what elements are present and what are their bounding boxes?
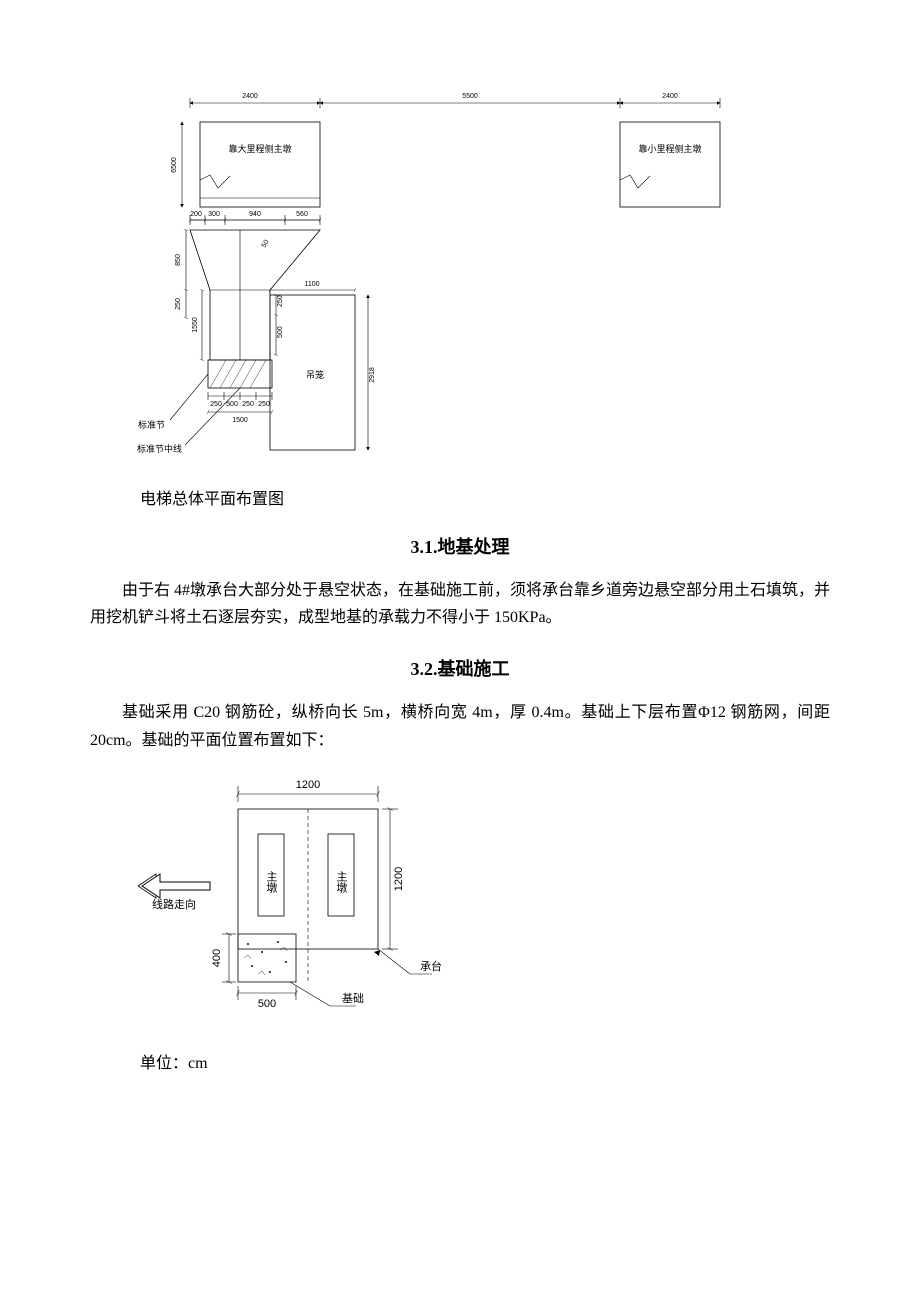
base-label: 基础 [342,992,364,1005]
foundation-plan-diagram: 1200 主墩 主墩 1200 400 500 线路走向 [130,774,830,1029]
section-3-2-heading: 3.2.基础施工 [90,655,830,681]
pier-r: 主墩 [335,870,348,893]
tiny-base: 1500 [232,417,248,424]
dim-r250: 250 [277,295,284,307]
dim-850: 850 [175,254,182,266]
dim-1550: 1550 [192,317,199,333]
cap-label: 承台 [420,959,442,973]
route-label: 线路走向 [152,897,196,911]
para-3-2: 基础采用 C20 钢筋砼，纵桥向长 5m，横桥向宽 4m，厚 0.4m。基础上下… [90,699,830,753]
dim-slant: 50 [261,239,271,249]
dim-1100: 1100 [304,281,319,288]
section-3-2-num: 3.2. [411,659,438,679]
std-center-label: 标准节中线 [137,443,182,454]
dim-250: 250 [175,298,182,310]
dim-2918: 2918 [369,367,376,383]
dim2-right: 1200 [393,867,405,891]
dim2-400: 400 [211,949,223,967]
section-3-1-num: 3.1. [411,537,438,557]
tiny-a: 250 [210,401,222,408]
dim-a: 200 [190,211,202,218]
section-3-1-title: 地基处理 [438,537,510,557]
dim-d: 560 [296,211,308,218]
dim2-500: 500 [258,998,276,1010]
dim-top-left: 2400 [242,93,258,100]
section-3-1-heading: 3.1.地基处理 [90,533,830,559]
unit-label: 单位：cm [140,1049,830,1073]
dim2-top: 1200 [296,779,320,791]
cage-label: 吊笼 [306,369,324,380]
pier-right-label: 靠小里程侧主墩 [638,143,701,154]
para-3-1: 由于右 4#墩承台大部分处于悬空状态，在基础施工前，须将承台靠乡道旁边悬空部分用… [90,577,830,631]
diagram1-caption: 电梯总体平面布置图 [140,485,830,509]
tiny-c: 250 [242,401,254,408]
pier-l: 主墩 [265,870,278,893]
dim-r500: 500 [277,326,284,338]
elevator-layout-diagram: 2400 5500 2400 靠大里程侧主墩 靠小里程侧主墩 6500 200 … [90,80,830,465]
dim-left-6500: 6500 [171,157,178,173]
dim-b: 300 [208,211,220,218]
dim-c: 940 [249,211,261,218]
tiny-b: 500 [226,401,238,408]
std-label: 标准节 [138,419,165,430]
pier-left-label: 靠大里程侧主墩 [228,143,291,154]
tiny-d: 250 [258,401,270,408]
dim-top-mid: 5500 [462,93,478,100]
section-3-2-title: 基础施工 [438,659,510,679]
dim-top-right: 2400 [662,93,678,100]
